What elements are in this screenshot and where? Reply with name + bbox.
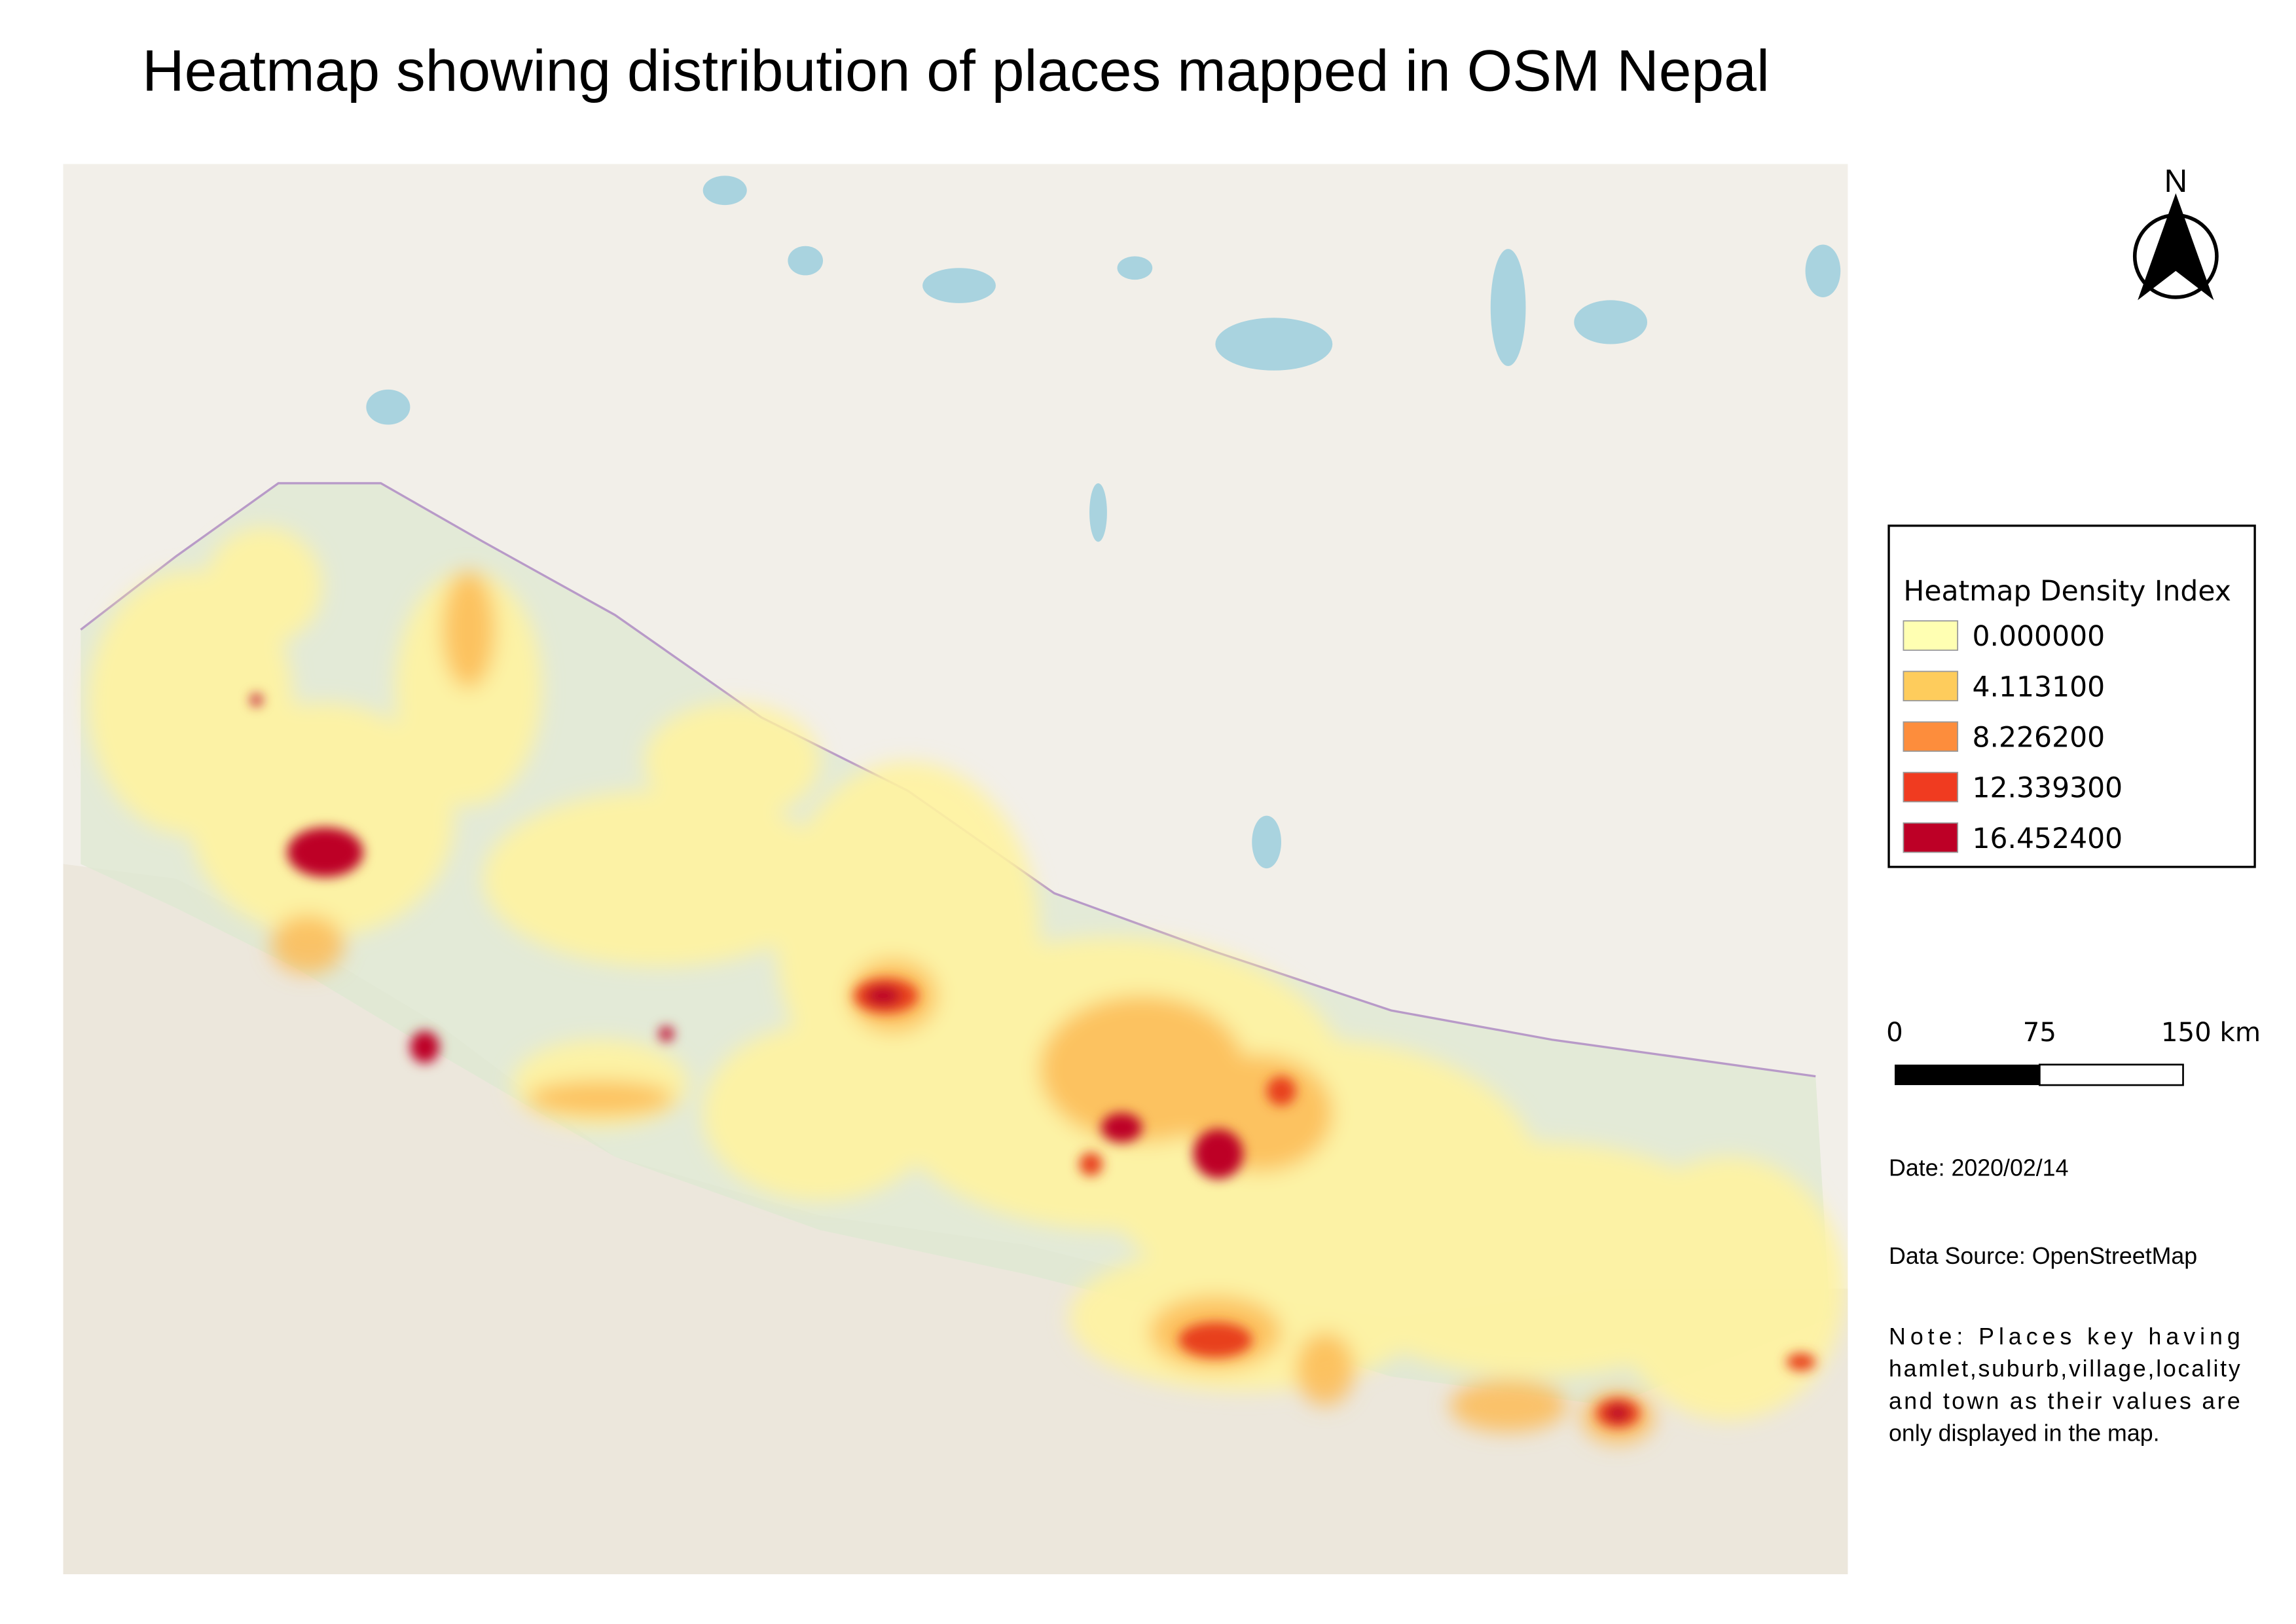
scale-label: 0 bbox=[1886, 1018, 1903, 1048]
legend-items: 0.000000 4.113100 8.226200 12.339300 16.4524… bbox=[1903, 620, 2123, 855]
note-line: only displayed in the map. bbox=[1889, 1420, 2160, 1446]
legend-swatch bbox=[1903, 771, 1959, 803]
legend-swatch bbox=[1903, 721, 1959, 752]
note: Note: Places key having hamlet,suburb,vil… bbox=[1889, 1323, 2240, 1447]
legend-swatch bbox=[1903, 822, 1959, 853]
legend-label: 8.226200 bbox=[1973, 722, 2105, 754]
legend-label: 12.339300 bbox=[1973, 773, 2123, 805]
north-arrow: N bbox=[2132, 163, 2219, 301]
scale-label: 75 bbox=[2023, 1018, 2056, 1048]
legend-swatch bbox=[1903, 620, 1959, 651]
scale-label: 150 km bbox=[2161, 1018, 2261, 1048]
plains bbox=[63, 864, 1848, 1574]
date: Date: 2020/02/14 bbox=[1889, 1155, 2068, 1181]
lakes bbox=[366, 175, 1841, 869]
legend-label: 0.000000 bbox=[1973, 621, 2105, 653]
legend-label: 16.452400 bbox=[1973, 823, 2123, 855]
legend-title: Heatmap Density Index bbox=[1903, 576, 2231, 608]
note-line: and town as their values are bbox=[1889, 1388, 2240, 1414]
heatmap bbox=[88, 527, 1845, 1444]
note-line: Note: Places key having bbox=[1889, 1323, 2240, 1350]
legend-swatch bbox=[1903, 671, 1959, 701]
legend-label: 4.113100 bbox=[1973, 671, 2105, 703]
heatmap-core bbox=[250, 693, 1816, 1428]
map bbox=[63, 164, 1848, 1574]
map-title: Heatmap showing distribution of places m… bbox=[142, 38, 1770, 103]
north-label: N bbox=[2164, 163, 2188, 199]
note-line: hamlet,suburb,village,locality bbox=[1889, 1356, 2240, 1382]
data-source: Data Source: OpenStreetMap bbox=[1889, 1243, 2197, 1269]
scale-bar: 0 75 150 km bbox=[1886, 1018, 2261, 1086]
